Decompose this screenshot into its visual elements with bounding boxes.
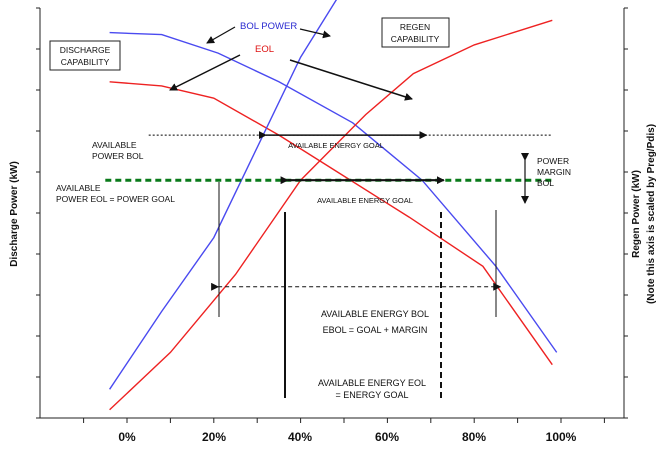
bol-power-curve — [109, 31, 558, 353]
eol-pointer-left — [169, 54, 241, 91]
x-tick-label: 0% — [118, 430, 136, 444]
regen-capability-line2: CAPABILITY — [391, 34, 440, 44]
discharge-capability-line2: CAPABILITY — [61, 57, 110, 67]
x-tick-labels: 0% 20% 40% 60% 80% 100% — [118, 430, 576, 444]
x-axis-ticks — [83, 418, 605, 423]
energy-bol-line2: EBOL = GOAL + MARGIN — [323, 325, 428, 335]
energy-eol-line1: AVAILABLE ENERGY EOL — [318, 378, 426, 388]
regen-capability-box — [381, 17, 450, 48]
available-power-bol-line1: AVAILABLE — [92, 140, 137, 150]
energy-bol-line1: AVAILABLE ENERGY BOL — [321, 309, 429, 319]
power-margin-line1: POWER — [537, 156, 569, 166]
energy-goal-eol-label: AVAILABLE ENERGY GOAL — [317, 196, 413, 205]
y-axis-right-note: (Note this axis is scaled by Preg/Pdis) — [646, 124, 657, 304]
x-tick-label: 100% — [546, 430, 577, 444]
energy-goal-bol-label: AVAILABLE ENERGY GOAL — [288, 141, 384, 150]
right-axis-ticks — [624, 7, 628, 419]
y-axis-left-title: Discharge Power (kW) — [9, 161, 20, 267]
power-margin-line2: MARGIN — [537, 167, 571, 177]
x-tick-label: 60% — [375, 430, 399, 444]
x-tick-label: 80% — [462, 430, 486, 444]
energy-eol-line2: = ENERGY GOAL — [335, 390, 408, 400]
x-tick-label: 40% — [288, 430, 312, 444]
drop-lines — [218, 153, 529, 398]
power-margin-line3: BOL — [537, 178, 554, 188]
available-power-eol-line1: AVAILABLE — [56, 183, 101, 193]
available-power-bol-line2: POWER BOL — [92, 151, 144, 161]
bol-power-pointer-right — [299, 28, 331, 39]
bol-power-label: BOL POWER — [240, 21, 297, 32]
eol-label: EOL — [255, 44, 274, 55]
left-axis-ticks — [36, 7, 40, 419]
discharge-capability-box — [49, 40, 121, 71]
eol-regen-curve — [109, 19, 553, 411]
pointer-arrows — [169, 26, 413, 101]
regen-capability-line1: REGEN — [400, 22, 430, 32]
bol-power-pointer-left — [206, 26, 236, 44]
eol-pointer-right — [289, 59, 413, 101]
available-power-eol-line2: POWER EOL = POWER GOAL — [56, 194, 175, 204]
discharge-capability-line1: DISCHARGE — [60, 45, 111, 55]
y-axis-right-title: Regen Power (kW) — [631, 170, 642, 258]
bol-regen-curve — [109, 0, 338, 390]
eol-power-curve — [109, 81, 553, 366]
x-tick-label: 20% — [202, 430, 226, 444]
